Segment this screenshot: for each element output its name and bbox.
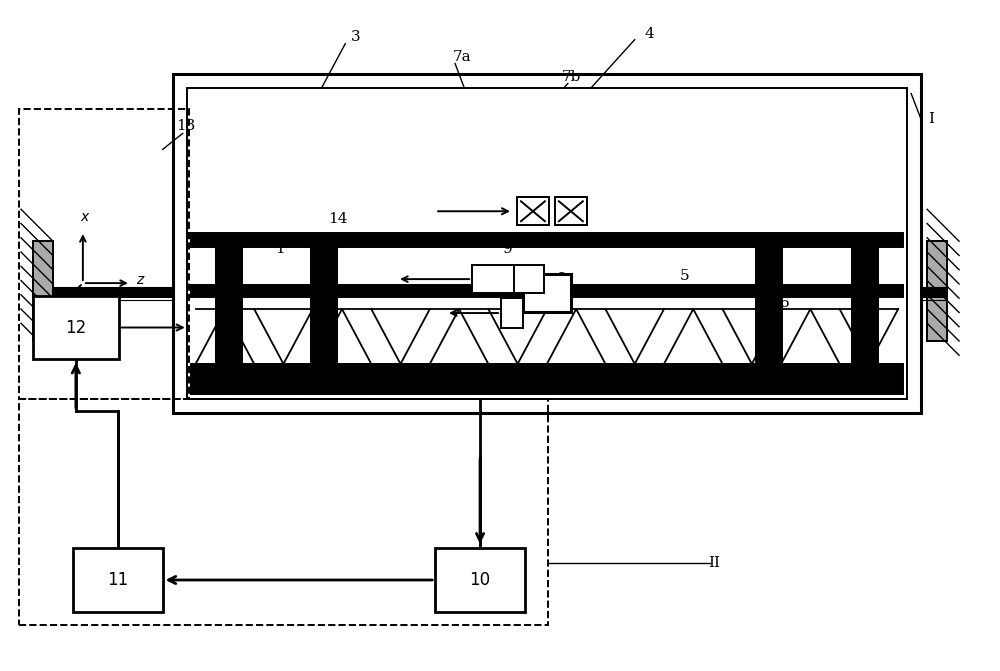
Text: 8: 8 <box>557 272 567 286</box>
Text: 10: 10 <box>469 571 491 589</box>
Bar <box>33 241 53 341</box>
Text: 1: 1 <box>276 242 285 256</box>
Bar <box>755 247 783 364</box>
Bar <box>310 247 338 364</box>
Text: 11: 11 <box>106 558 126 572</box>
Bar <box>927 241 947 341</box>
Bar <box>173 74 921 413</box>
Bar <box>191 285 903 297</box>
Bar <box>555 197 587 225</box>
Text: 3: 3 <box>350 30 360 44</box>
Bar <box>187 87 907 399</box>
Text: 4: 4 <box>645 27 655 41</box>
Text: 13: 13 <box>176 119 195 134</box>
Bar <box>191 364 903 394</box>
Bar <box>501 298 523 328</box>
Text: I: I <box>928 113 934 126</box>
Bar <box>33 296 119 359</box>
Bar <box>73 548 163 613</box>
Text: 12: 12 <box>65 319 87 337</box>
Bar <box>19 109 189 399</box>
Text: y: y <box>37 329 45 343</box>
Text: 7a: 7a <box>453 50 471 64</box>
Bar <box>851 247 879 364</box>
Bar <box>19 399 548 625</box>
Text: 10: 10 <box>469 558 489 572</box>
Bar <box>191 234 903 247</box>
Text: 14: 14 <box>329 212 348 226</box>
Text: 2: 2 <box>869 319 879 333</box>
Bar <box>472 265 544 293</box>
Text: z: z <box>136 273 143 287</box>
Text: II: II <box>709 556 721 570</box>
Bar <box>523 274 571 312</box>
Bar <box>215 247 243 364</box>
Bar <box>53 288 947 298</box>
Text: 7b: 7b <box>562 70 582 83</box>
Text: 5: 5 <box>680 269 689 283</box>
Text: 9: 9 <box>503 242 513 256</box>
Text: 11: 11 <box>107 571 128 589</box>
Bar <box>517 197 549 225</box>
Text: 12: 12 <box>66 321 86 335</box>
Bar <box>435 548 525 613</box>
Text: 6: 6 <box>780 296 789 310</box>
Text: x: x <box>81 210 89 224</box>
